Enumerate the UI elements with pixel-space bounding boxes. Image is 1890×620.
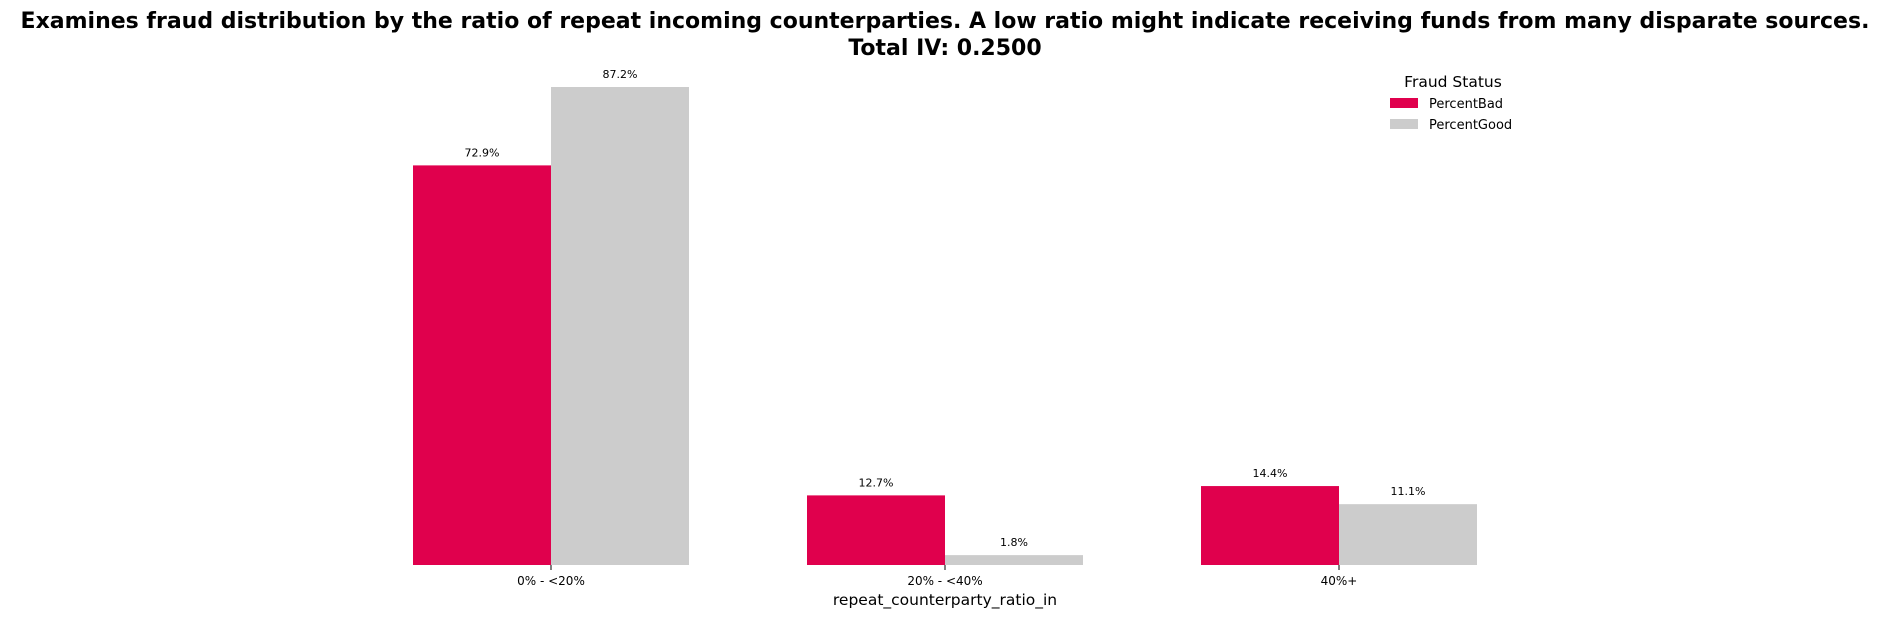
legend: Fraud Status PercentBad PercentGood (1390, 73, 1512, 133)
legend-swatch-percentbad (1390, 98, 1418, 108)
bar-label-percentbad-1: 12.7% (859, 476, 894, 489)
bar-label-percentgood-0: 87.2% (603, 68, 638, 81)
bar-percentgood-1 (945, 555, 1083, 565)
bar-label-percentgood-2: 11.1% (1391, 485, 1426, 498)
bar-percentbad-2 (1201, 486, 1339, 565)
legend-label-percentgood: PercentGood (1429, 118, 1512, 133)
bar-percentbad-0 (413, 165, 551, 565)
bar-label-percentgood-1: 1.8% (1000, 536, 1028, 549)
legend-label-percentbad: PercentBad (1429, 97, 1503, 112)
bar-percentgood-2 (1339, 504, 1477, 565)
legend-items: PercentBad PercentGood (1390, 97, 1512, 133)
legend-swatch-percentgood (1390, 119, 1418, 129)
x-tick-label-2: 40%+ (1321, 574, 1358, 588)
x-tick-label-1: 20% - <40% (907, 574, 982, 588)
x-tick-label-0: 0% - <20% (517, 574, 585, 588)
bar-percentgood-0 (551, 87, 689, 565)
ticks-layer: 0% - <20% 20% - <40% 40%+ (517, 565, 1357, 588)
chart-title-line-1: Examines fraud distribution by the ratio… (21, 9, 1870, 34)
chart-title-line-2: Total IV: 0.2500 (848, 36, 1041, 61)
legend-title: Fraud Status (1404, 73, 1502, 91)
bars-layer: 72.9% 87.2% 12.7% 1.8% 14.4% 11.1% (413, 68, 1477, 565)
bar-label-percentbad-0: 72.9% (465, 146, 500, 159)
x-axis-label: repeat_counterparty_ratio_in (833, 591, 1057, 610)
bar-label-percentbad-2: 14.4% (1253, 467, 1288, 480)
bar-percentbad-1 (807, 495, 945, 565)
